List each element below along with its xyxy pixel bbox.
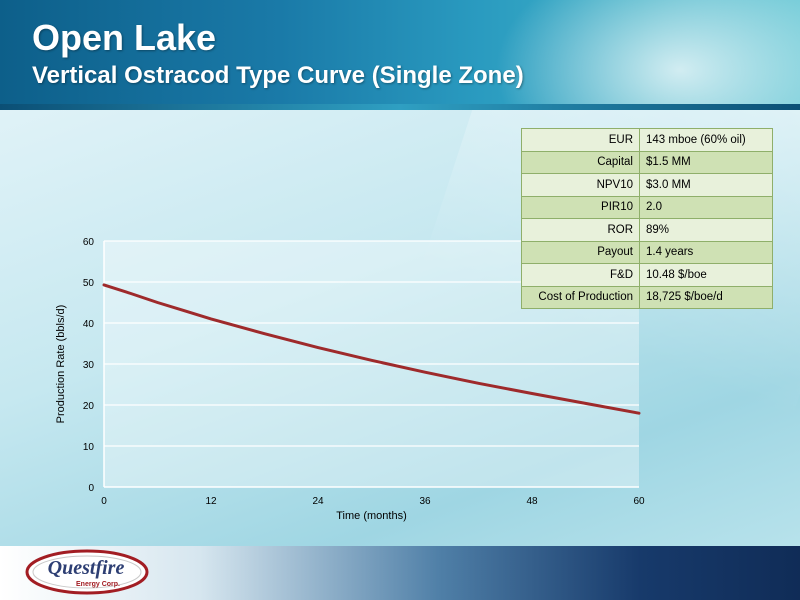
page-subtitle: Vertical Ostracod Type Curve (Single Zon… [32, 62, 524, 89]
metrics-row: EUR 143 mboe (60% oil) [521, 128, 773, 152]
x-axis-label: Time (months) [336, 510, 407, 522]
metric-label: Payout [521, 240, 640, 264]
metric-label: EUR [521, 128, 640, 152]
y-tick-label: 10 [83, 442, 95, 453]
series-line-production [102, 283, 641, 415]
y-tick-label: 20 [83, 401, 95, 412]
logo-name: Questfire [48, 557, 125, 579]
banner-glow [480, 0, 800, 110]
page-title: Open Lake [32, 17, 217, 58]
economics-table: EUR 143 mboe (60% oil) Capital $1.5 MM NPV10… [521, 128, 773, 309]
y-tick-label: 50 [83, 278, 95, 289]
questfire-logo: Questfire Energy Corp. [25, 549, 149, 595]
x-tick-label: 60 [633, 496, 645, 507]
y-tick-label: 0 [88, 483, 94, 494]
metrics-row: PIR10 2.0 [521, 195, 773, 219]
metrics-row: Cost of Production 18,725 $/boe/d [521, 285, 773, 309]
metric-label: ROR [521, 218, 640, 242]
y-tick-label: 30 [83, 360, 95, 371]
metrics-row: Payout 1.4 years [521, 240, 773, 264]
metric-value: 2.0 [639, 195, 773, 219]
metric-label: F&D [521, 263, 640, 287]
x-tick-label: 0 [101, 496, 107, 507]
metric-value: 143 mboe (60% oil) [639, 128, 773, 152]
banner-stripe [0, 104, 800, 110]
metric-value: $3.0 MM [639, 173, 773, 197]
x-tick-label: 48 [526, 496, 538, 507]
metric-value: 10.48 $/boe [639, 263, 773, 287]
metric-label: PIR10 [521, 195, 640, 219]
metrics-row: F&D 10.48 $/boe [521, 263, 773, 287]
x-tick-label: 24 [312, 496, 324, 507]
title-banner: Open Lake Vertical Ostracod Type Curve (… [0, 0, 800, 110]
metric-label: Cost of Production [521, 285, 640, 309]
metric-value: 1.4 years [639, 240, 773, 264]
x-tick-label: 12 [205, 496, 217, 507]
metrics-row: ROR 89% [521, 218, 773, 242]
metric-label: Capital [521, 150, 640, 174]
tick-labels: 0 10 20 30 40 50 60 0 12 24 36 48 60 [83, 237, 645, 507]
logo-tagline: Energy Corp. [76, 581, 120, 588]
metric-value: 18,725 $/boe/d [639, 285, 773, 309]
y-axis-label: Production Rate (bbls/d) [55, 305, 67, 424]
metrics-row: Capital $1.5 MM [521, 150, 773, 174]
metrics-row: NPV10 $3.0 MM [521, 173, 773, 197]
x-tick-label: 36 [419, 496, 431, 507]
y-tick-label: 40 [83, 319, 95, 330]
metric-value: $1.5 MM [639, 150, 773, 174]
metric-label: NPV10 [521, 173, 640, 197]
metric-value: 89% [639, 218, 773, 242]
y-tick-label: 60 [83, 237, 95, 248]
